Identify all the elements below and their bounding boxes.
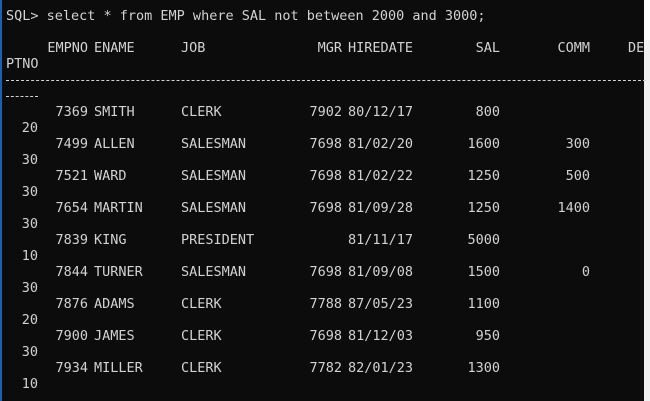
cell-deptno: 30 <box>21 216 38 232</box>
cell-hiredate: 87/05/23 <box>348 296 414 312</box>
cell-hiredate: 81/09/28 <box>348 200 414 216</box>
cell-deptno: 20 <box>21 312 38 328</box>
cell-deptno: 20 <box>21 120 38 136</box>
header-sal: SAL <box>475 40 500 56</box>
cell-hiredate: 81/11/17 <box>348 232 414 248</box>
cell-ename: JAMES <box>94 328 135 344</box>
header-job: JOB <box>181 40 206 56</box>
cell-comm: 500 <box>565 168 590 184</box>
cell-ename: MARTIN <box>94 200 143 216</box>
cell-deptno: 30 <box>21 152 38 168</box>
cell-mgr: 7902 <box>309 104 342 120</box>
cell-hiredate: 81/02/22 <box>348 168 414 184</box>
cell-deptno: 10 <box>21 376 38 392</box>
cell-job: SALESMAN <box>181 264 247 280</box>
header-ename: ENAME <box>94 40 135 56</box>
cell-sal: 1100 <box>467 296 500 312</box>
cell-ename: ADAMS <box>94 296 135 312</box>
cell-sal: 800 <box>475 104 500 120</box>
cell-job: PRESIDENT <box>181 232 255 248</box>
cell-mgr: 7788 <box>309 296 342 312</box>
cell-empno: 7839 <box>55 232 88 248</box>
cell-ename: TURNER <box>94 264 143 280</box>
scrollbar[interactable] <box>644 0 650 401</box>
cell-ename: MILLER <box>94 360 143 376</box>
cell-deptno: 30 <box>21 184 38 200</box>
cell-sal: 950 <box>475 328 500 344</box>
cell-ename: KING <box>94 232 127 248</box>
cell-empno: 7499 <box>55 136 88 152</box>
cell-mgr: 7698 <box>309 136 342 152</box>
cell-empno: 7844 <box>55 264 88 280</box>
cell-deptno: 10 <box>21 248 38 264</box>
header-deptno-part1: DE <box>628 40 645 56</box>
cell-mgr: 7698 <box>309 168 342 184</box>
cell-hiredate: 82/01/23 <box>348 360 414 376</box>
cell-hiredate: 81/02/20 <box>348 136 414 152</box>
cell-sal: 5000 <box>467 232 500 248</box>
header-hiredate: HIREDATE <box>348 40 414 56</box>
cell-mgr: 7698 <box>309 200 342 216</box>
cell-sal: 1250 <box>467 168 500 184</box>
cell-deptno: 30 <box>21 344 38 360</box>
cell-empno: 7934 <box>55 360 88 376</box>
sql-prompt-line: SQL> select * from EMP where SAL not bet… <box>6 8 486 24</box>
cell-sal: 1600 <box>467 136 500 152</box>
cell-mgr: 7782 <box>309 360 342 376</box>
cell-comm: 1400 <box>557 200 590 216</box>
cell-job: SALESMAN <box>181 200 247 216</box>
cell-hiredate: 81/12/03 <box>348 328 414 344</box>
header-mgr: MGR <box>317 40 342 56</box>
cell-comm: 300 <box>565 136 590 152</box>
cell-mgr: 7698 <box>309 328 342 344</box>
cell-empno: 7369 <box>55 104 88 120</box>
cell-job: SALESMAN <box>181 136 247 152</box>
cell-empno: 7876 <box>55 296 88 312</box>
cell-ename: ALLEN <box>94 136 135 152</box>
header-comm: COMM <box>557 40 590 56</box>
header-separator-wrap <box>6 96 38 97</box>
cell-ename: SMITH <box>94 104 135 120</box>
header-deptno-part2: PTNO <box>6 56 39 72</box>
cell-sal: 1250 <box>467 200 500 216</box>
cell-empno: 7521 <box>55 168 88 184</box>
cell-hiredate: 81/09/08 <box>348 264 414 280</box>
cell-deptno: 30 <box>21 280 38 296</box>
cell-empno: 7654 <box>55 200 88 216</box>
cell-sal: 1300 <box>467 360 500 376</box>
cell-job: CLERK <box>181 360 222 376</box>
header-empno: EMPNO <box>47 40 88 56</box>
cell-job: SALESMAN <box>181 168 247 184</box>
scrollbar-thumb[interactable] <box>644 0 650 40</box>
cell-sal: 1500 <box>467 264 500 280</box>
window-border <box>0 0 2 401</box>
cell-hiredate: 80/12/17 <box>348 104 414 120</box>
cell-comm: 0 <box>581 264 590 280</box>
cell-job: CLERK <box>181 328 222 344</box>
cell-ename: WARD <box>94 168 127 184</box>
cell-empno: 7900 <box>55 328 88 344</box>
cell-job: CLERK <box>181 296 222 312</box>
cell-job: CLERK <box>181 104 222 120</box>
header-separator <box>6 80 646 81</box>
cell-mgr: 7698 <box>309 264 342 280</box>
